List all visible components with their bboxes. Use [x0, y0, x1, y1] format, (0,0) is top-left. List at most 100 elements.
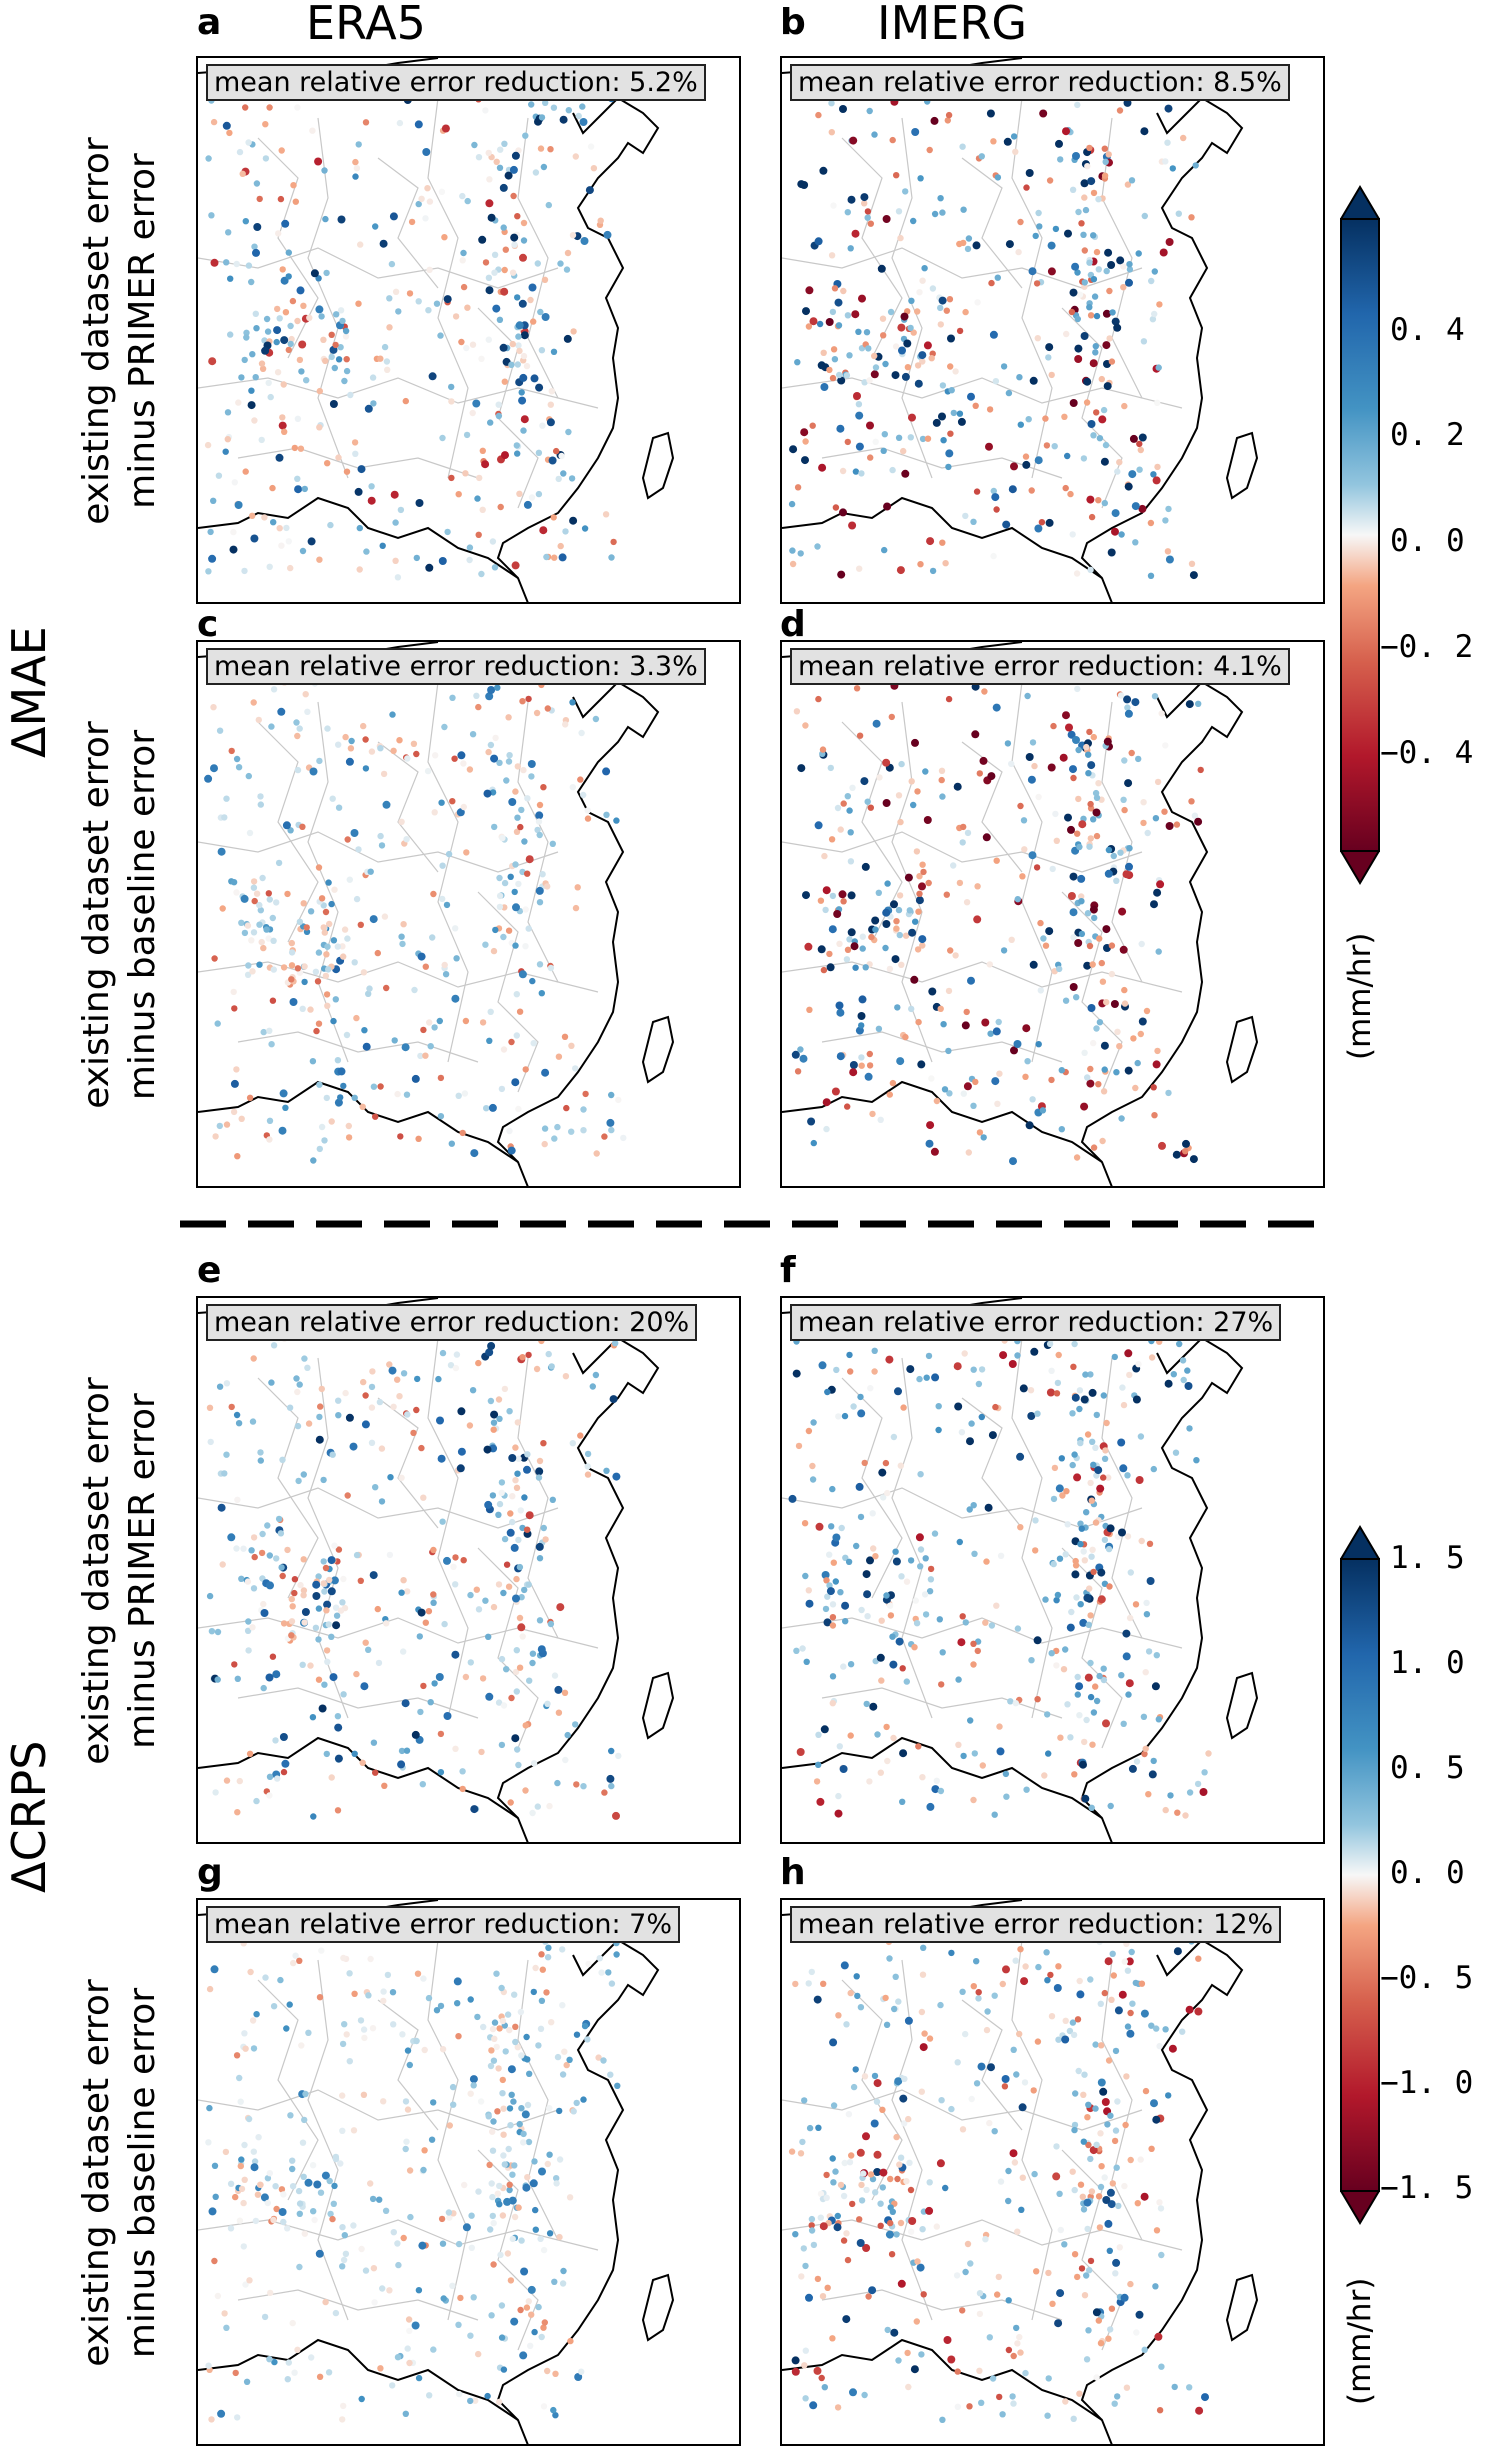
station-point: [613, 1951, 620, 1958]
station-point: [1050, 1495, 1058, 1503]
station-point: [231, 1661, 238, 1668]
station-point: [258, 1549, 266, 1557]
station-point: [348, 737, 355, 745]
station-point: [488, 2180, 495, 2187]
station-point: [1027, 775, 1036, 784]
station-point: [913, 1620, 921, 1627]
station-point: [803, 1658, 810, 1665]
station-point: [489, 1492, 497, 1499]
station-point: [887, 2175, 894, 2183]
station-point: [261, 2313, 269, 2321]
station-point: [402, 2410, 409, 2417]
station-point: [414, 1970, 422, 1977]
station-point: [1093, 1025, 1100, 1032]
station-point: [1017, 1946, 1024, 1953]
station-point: [499, 834, 506, 842]
station-point: [484, 2392, 491, 2400]
station-point: [452, 1364, 460, 1372]
station-point: [916, 2263, 925, 2272]
station-point: [1090, 1709, 1098, 1716]
station-point: [396, 1393, 403, 1400]
station-point: [242, 218, 249, 225]
station-point: [1155, 364, 1162, 371]
station-point: [1099, 978, 1107, 985]
station-point: [981, 1018, 990, 1027]
station-point: [1082, 1371, 1089, 1378]
station-point: [514, 361, 521, 368]
section-divider: [180, 1220, 1320, 1228]
station-point: [1001, 2083, 1009, 2090]
station-point: [931, 1785, 940, 1794]
station-point: [565, 428, 572, 436]
station-point: [1072, 736, 1080, 744]
station-point: [351, 1750, 358, 1757]
station-point: [296, 356, 304, 364]
station-point: [251, 2158, 259, 2165]
station-point: [840, 2237, 848, 2244]
station-point: [288, 939, 295, 947]
station-point: [530, 1988, 537, 1996]
station-point: [353, 165, 361, 172]
station-point: [940, 437, 947, 444]
station-point: [1078, 893, 1085, 900]
station-point: [441, 234, 448, 241]
station-point: [487, 1008, 494, 1015]
station-point: [508, 1038, 515, 1046]
station-point: [1093, 1411, 1100, 1419]
station-point: [1100, 406, 1108, 414]
station-point: [1106, 1524, 1115, 1533]
station-point: [455, 2240, 463, 2248]
station-point: [843, 956, 851, 963]
station-point: [840, 800, 847, 807]
station-point: [287, 2112, 294, 2119]
station-point: [895, 1998, 902, 2005]
station-point: [615, 1096, 622, 1104]
station-point: [515, 1455, 522, 1462]
station-point: [337, 1094, 344, 1101]
station-point: [1146, 1577, 1155, 1585]
station-point: [210, 704, 217, 711]
station-point: [334, 1723, 343, 1732]
station-point: [836, 940, 843, 947]
station-point: [886, 1602, 894, 1609]
station-point: [302, 691, 309, 698]
station-point: [1091, 293, 1099, 300]
station-point: [976, 2367, 983, 2374]
station-point: [468, 2212, 475, 2219]
station-point: [869, 1110, 876, 1118]
station-point: [1124, 709, 1133, 718]
station-point: [318, 1385, 325, 1393]
station-point: [367, 496, 376, 505]
station-point: [1147, 519, 1155, 527]
station-point: [1102, 1719, 1110, 1728]
station-point: [989, 2375, 997, 2382]
station-point: [893, 918, 900, 925]
station-point: [1080, 231, 1087, 238]
station-point: [815, 1761, 822, 1768]
station-point: [907, 2228, 915, 2235]
station-point: [589, 1383, 596, 1390]
station-point: [478, 235, 487, 244]
station-point: [318, 313, 325, 320]
station-point: [493, 1970, 500, 1977]
station-point: [835, 2012, 842, 2019]
station-point: [227, 2180, 235, 2187]
station-point: [1039, 1107, 1047, 1114]
station-point: [545, 1350, 552, 1358]
station-point: [538, 1951, 545, 1958]
station-point: [208, 554, 217, 563]
station-point: [1162, 1806, 1169, 1814]
station-point: [296, 2200, 304, 2207]
station-point: [1174, 1809, 1181, 1816]
station-point: [551, 1135, 558, 1142]
station-point: [1154, 2332, 1163, 2341]
station-point: [1095, 780, 1102, 787]
station-point: [1048, 1650, 1055, 1657]
station-point: [836, 1008, 845, 1017]
station-point: [606, 1774, 615, 1783]
station-point: [522, 132, 529, 139]
station-point: [330, 2200, 337, 2207]
station-point: [496, 759, 503, 766]
station-point: [1111, 527, 1119, 536]
station-point: [1185, 2005, 1194, 2014]
